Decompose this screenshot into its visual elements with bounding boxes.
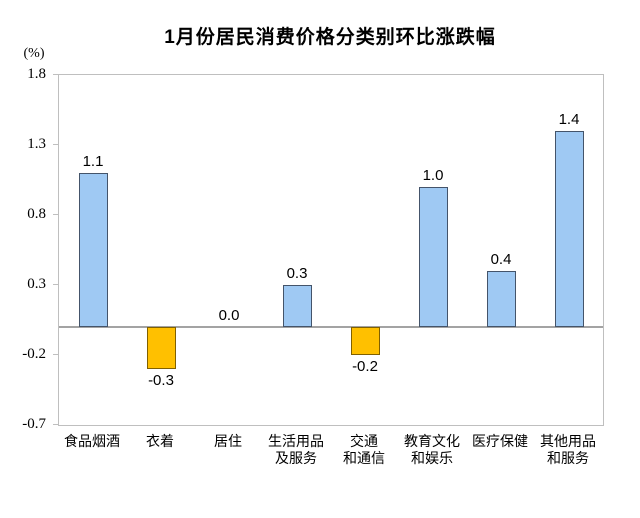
y-axis-tick-label: 0.3	[27, 276, 46, 292]
y-axis-tick-mark	[53, 74, 58, 75]
x-axis-category-label: 其他用品 和服务	[522, 433, 614, 467]
bar-value-label: -0.2	[352, 358, 378, 375]
y-axis-tick-label: 0.8	[27, 206, 46, 222]
bar-value-label: -0.3	[148, 372, 174, 389]
x-axis-category-label: 交通 和通信	[318, 433, 410, 467]
bar-value-label: 0.3	[286, 265, 308, 282]
y-axis-tick-label: 1.8	[27, 66, 46, 82]
bar-value-label: 1.0	[422, 167, 444, 184]
x-axis-category-label-line: 交通	[350, 433, 378, 449]
y-axis-tick-label: 1.3	[27, 136, 46, 152]
chart-bar	[78, 173, 108, 327]
y-axis-tick-mark	[53, 144, 58, 145]
x-axis-category-label-line: 和娱乐	[411, 450, 453, 466]
y-axis-tick-mark	[53, 284, 58, 285]
bar-value-label: 0.4	[490, 251, 512, 268]
x-axis-category-label: 生活用品 及服务	[250, 433, 342, 467]
x-axis-category-label: 衣着	[114, 433, 206, 450]
x-axis-category-label-line: 食品烟酒	[64, 433, 120, 449]
chart-bar	[282, 285, 312, 327]
plot-area: 1.1 -0.3 0.0 0.3 -0.2 1.0 0.4 1.4	[58, 74, 604, 426]
zero-baseline	[59, 326, 603, 328]
bar-value-label: 0.0	[218, 307, 240, 324]
x-axis-category-label-line: 衣着	[146, 433, 174, 449]
chart-title: 1月份居民消费价格分类别环比涨跌幅	[164, 27, 496, 48]
chart-bar	[486, 271, 516, 327]
chart-bar	[554, 131, 584, 327]
chart-bar	[418, 187, 448, 327]
x-axis-category-label: 食品烟酒	[46, 433, 138, 450]
chart-bar	[350, 327, 380, 355]
y-axis-tick-label: -0.7	[22, 416, 46, 432]
y-axis-tick-mark	[53, 424, 58, 425]
y-axis-unit-label: (%)	[23, 46, 45, 61]
bar-value-label: 1.1	[82, 153, 104, 170]
x-axis-category-label-line: 和通信	[343, 450, 385, 466]
x-axis-category-label-line: 及服务	[275, 450, 317, 466]
x-axis-category-label: 医疗保健	[454, 433, 546, 450]
x-axis-category-label-line: 和服务	[547, 450, 589, 466]
x-axis-category-label-line: 居住	[214, 433, 242, 449]
x-axis-category-label-line: 生活用品	[268, 433, 324, 449]
y-axis-tick-mark	[53, 214, 58, 215]
bar-value-label: 1.4	[558, 111, 580, 128]
chart-bar	[146, 327, 176, 369]
x-axis-category-label: 教育文化 和娱乐	[386, 433, 478, 467]
x-axis-category-label: 居住	[182, 433, 274, 450]
y-axis-tick-label: -0.2	[22, 346, 46, 362]
x-axis-category-label-line: 医疗保健	[472, 433, 528, 449]
x-axis-category-label-line: 其他用品	[540, 433, 596, 449]
y-axis-tick-mark	[53, 354, 58, 355]
x-axis-category-label-line: 教育文化	[404, 433, 460, 449]
